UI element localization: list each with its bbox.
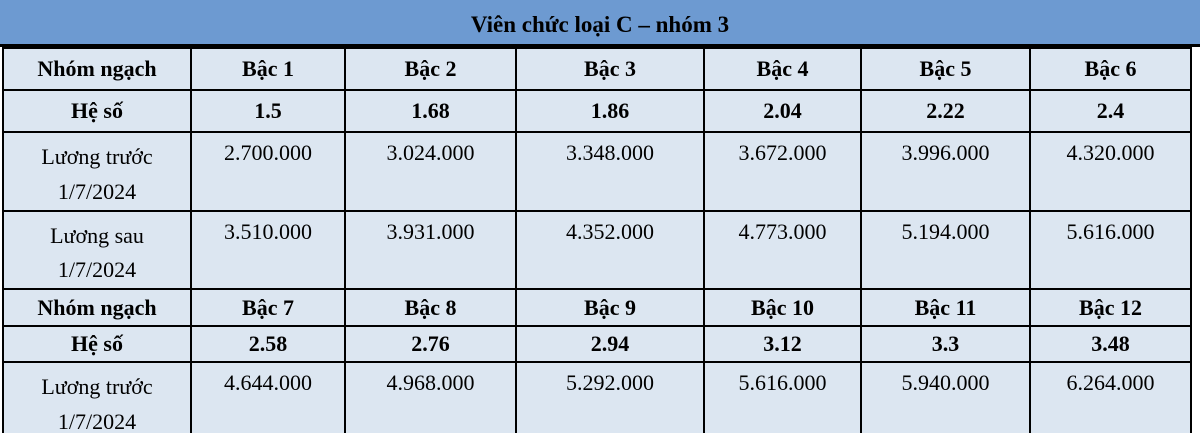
coefficient-cell: 1.5 <box>190 89 346 133</box>
coefficient-cell: 3.48 <box>1029 325 1192 363</box>
level-cell: Bậc 3 <box>515 47 705 91</box>
group-header-row-1: Nhóm ngạch Bậc 1 Bậc 2 Bậc 3 Bậc 4 Bậc 5… <box>2 47 1192 91</box>
coefficient-cell: 1.68 <box>344 89 517 133</box>
salary-table: Nhóm ngạch Bậc 1 Bậc 2 Bậc 3 Bậc 4 Bậc 5… <box>2 47 1192 433</box>
salary-cell: 3.672.000 <box>703 131 862 212</box>
coefficient-cell: 1.86 <box>515 89 705 133</box>
level-cell: Bậc 12 <box>1029 288 1192 327</box>
coefficient-cell: 3.3 <box>860 325 1031 363</box>
salary-cell: 5.940.000 <box>860 361 1031 433</box>
salary-cell: 5.616.000 <box>1029 209 1192 290</box>
coefficient-cell: 3.12 <box>703 325 862 363</box>
salary-after-row-1: Lương sau 1/7/2024 3.510.000 3.931.000 4… <box>2 209 1192 290</box>
row-label-cell: Lương sau 1/7/2024 <box>2 209 192 290</box>
salary-cell: 6.264.000 <box>1029 361 1192 433</box>
coefficient-label-cell: Hệ số <box>2 325 192 363</box>
salary-before-row-2: Lương trước 1/7/2024 4.644.000 4.968.000… <box>2 361 1192 433</box>
salary-cell: 2.700.000 <box>190 131 346 212</box>
level-cell: Bậc 2 <box>344 47 517 91</box>
salary-before-row-1: Lương trước 1/7/2024 2.700.000 3.024.000… <box>2 131 1192 212</box>
group-header-row-2: Nhóm ngạch Bậc 7 Bậc 8 Bậc 9 Bậc 10 Bậc … <box>2 288 1192 327</box>
coefficient-row-1: Hệ số 1.5 1.68 1.86 2.04 2.22 2.4 <box>2 89 1192 133</box>
salary-cell: 3.996.000 <box>860 131 1031 212</box>
coefficient-label-cell: Hệ số <box>2 89 192 133</box>
row-label-line-1: Lương trước <box>41 374 153 399</box>
row-label-cell: Lương trước 1/7/2024 <box>2 361 192 433</box>
level-cell: Bậc 9 <box>515 288 705 327</box>
salary-cell: 3.348.000 <box>515 131 705 212</box>
salary-cell: 4.968.000 <box>344 361 517 433</box>
level-cell: Bậc 1 <box>190 47 346 91</box>
level-cell: Bậc 7 <box>190 288 346 327</box>
row-label-cell: Lương trước 1/7/2024 <box>2 131 192 212</box>
row-label-line-1: Lương trước <box>41 144 153 169</box>
salary-cell: 3.024.000 <box>344 131 517 212</box>
group-header-label-cell: Nhóm ngạch <box>2 47 192 91</box>
coefficient-cell: 2.22 <box>860 89 1031 133</box>
row-label-line-1: Lương sau <box>50 222 144 248</box>
salary-cell: 3.931.000 <box>344 209 517 290</box>
row-label-line-2: 1/7/2024 <box>57 408 137 433</box>
salary-cell: 3.510.000 <box>190 209 346 290</box>
table-title: Viên chức loại C – nhóm 3 <box>0 0 1200 47</box>
group-header-label-cell: Nhóm ngạch <box>2 288 192 327</box>
coefficient-cell: 2.04 <box>703 89 862 133</box>
coefficient-row-2: Hệ số 2.58 2.76 2.94 3.12 3.3 3.48 <box>2 325 1192 363</box>
row-label-line-2: 1/7/2024 <box>57 178 137 204</box>
coefficient-cell: 2.94 <box>515 325 705 363</box>
coefficient-cell: 2.76 <box>344 325 517 363</box>
level-cell: Bậc 10 <box>703 288 862 327</box>
level-cell: Bậc 4 <box>703 47 862 91</box>
salary-cell: 4.320.000 <box>1029 131 1192 212</box>
level-cell: Bậc 6 <box>1029 47 1192 91</box>
salary-cell: 4.352.000 <box>515 209 705 290</box>
coefficient-cell: 2.4 <box>1029 89 1192 133</box>
salary-cell: 5.194.000 <box>860 209 1031 290</box>
salary-cell: 5.616.000 <box>703 361 862 433</box>
row-label-line-2: 1/7/2024 <box>57 257 137 283</box>
level-cell: Bậc 8 <box>344 288 517 327</box>
salary-cell: 4.644.000 <box>190 361 346 433</box>
salary-cell: 5.292.000 <box>515 361 705 433</box>
salary-cell: 4.773.000 <box>703 209 862 290</box>
level-cell: Bậc 11 <box>860 288 1031 327</box>
level-cell: Bậc 5 <box>860 47 1031 91</box>
coefficient-cell: 2.58 <box>190 325 346 363</box>
